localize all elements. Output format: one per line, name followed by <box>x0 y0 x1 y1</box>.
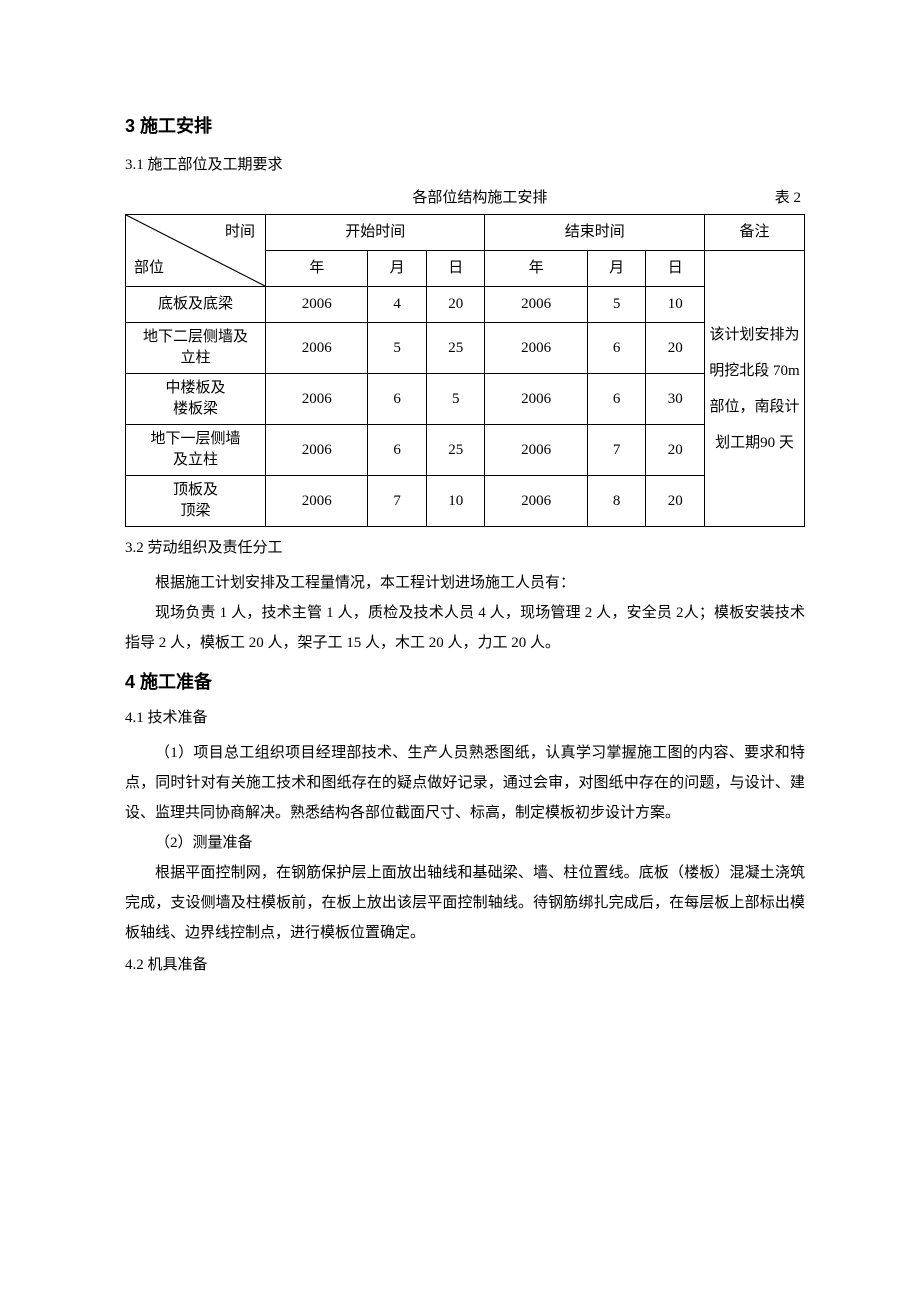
cell: 2006 <box>266 287 368 323</box>
remarks-cell: 该计划安排为明挖北段 70m部位，南段计划工期90 天 <box>705 251 805 527</box>
sub-month: 月 <box>587 251 646 287</box>
subsection-4-1: 4.1 技术准备 <box>125 705 805 732</box>
cell: 2006 <box>485 374 587 425</box>
cell: 20 <box>646 323 705 374</box>
row-name: 地下二层侧墙及立柱 <box>126 323 266 374</box>
cell: 2006 <box>266 476 368 527</box>
cell: 6 <box>587 374 646 425</box>
table-title-row: 各部位结构施工安排 表 2 <box>125 185 805 212</box>
row-name: 中楼板及楼板梁 <box>126 374 266 425</box>
cell: 30 <box>646 374 705 425</box>
sub-month: 月 <box>368 251 427 287</box>
subsection-3-1: 3.1 施工部位及工期要求 <box>125 152 805 179</box>
section-3-heading: 3 施工安排 <box>125 110 805 142</box>
cell: 10 <box>646 287 705 323</box>
table-row: 底板及底梁 2006 4 20 2006 5 10 <box>126 287 805 323</box>
header-start-time: 开始时间 <box>266 215 485 251</box>
para-4-1-a: （1）项目总工组织项目经理部技术、生产人员熟悉图纸，认真学习掌握施工图的内容、要… <box>125 738 805 828</box>
cell: 2006 <box>485 425 587 476</box>
table-row: 顶板及顶梁 2006 7 10 2006 8 20 <box>126 476 805 527</box>
cell: 25 <box>426 425 485 476</box>
para-4-1-b-title: （2）测量准备 <box>125 828 805 858</box>
header-remarks: 备注 <box>705 215 805 251</box>
cell: 25 <box>426 323 485 374</box>
cell: 2006 <box>485 476 587 527</box>
cell: 5 <box>587 287 646 323</box>
cell: 2006 <box>266 323 368 374</box>
table-row: 中楼板及楼板梁 2006 6 5 2006 6 30 <box>126 374 805 425</box>
cell: 2006 <box>266 425 368 476</box>
cell: 20 <box>426 287 485 323</box>
section-4-heading: 4 施工准备 <box>125 666 805 698</box>
cell: 5 <box>368 323 427 374</box>
cell: 7 <box>368 476 427 527</box>
sub-year: 年 <box>266 251 368 287</box>
para-3-2-b: 现场负责 1 人，技术主管 1 人，质检及技术人员 4 人，现场管理 2 人，安… <box>125 598 805 658</box>
table-header-row: 时间 部位 开始时间 结束时间 备注 <box>126 215 805 251</box>
diag-label-part: 部位 <box>134 255 164 282</box>
table-number: 表 2 <box>775 185 805 212</box>
cell: 6 <box>587 323 646 374</box>
cell: 2006 <box>485 287 587 323</box>
diagonal-header-cell: 时间 部位 <box>126 215 266 287</box>
table-row: 地下一层侧墙及立柱 2006 6 25 2006 7 20 <box>126 425 805 476</box>
sub-day: 日 <box>426 251 485 287</box>
cell: 20 <box>646 425 705 476</box>
cell: 6 <box>368 425 427 476</box>
cell: 7 <box>587 425 646 476</box>
row-name: 底板及底梁 <box>126 287 266 323</box>
cell: 4 <box>368 287 427 323</box>
cell: 2006 <box>485 323 587 374</box>
cell: 6 <box>368 374 427 425</box>
cell: 2006 <box>266 374 368 425</box>
cell: 5 <box>426 374 485 425</box>
sub-year: 年 <box>485 251 587 287</box>
cell: 10 <box>426 476 485 527</box>
schedule-table: 时间 部位 开始时间 结束时间 备注 年 月 日 年 月 日 该计划安排为明挖北… <box>125 214 805 527</box>
header-end-time: 结束时间 <box>485 215 705 251</box>
diag-label-time: 时间 <box>225 219 255 246</box>
table-row: 地下二层侧墙及立柱 2006 5 25 2006 6 20 <box>126 323 805 374</box>
para-3-2-a: 根据施工计划安排及工程量情况，本工程计划进场施工人员有： <box>125 568 805 598</box>
cell: 20 <box>646 476 705 527</box>
row-name: 地下一层侧墙及立柱 <box>126 425 266 476</box>
sub-day: 日 <box>646 251 705 287</box>
para-4-1-b: 根据平面控制网，在钢筋保护层上面放出轴线和基础梁、墙、柱位置线。底板（楼板）混凝… <box>125 858 805 948</box>
row-name: 顶板及顶梁 <box>126 476 266 527</box>
cell: 8 <box>587 476 646 527</box>
subsection-3-2: 3.2 劳动组织及责任分工 <box>125 535 805 562</box>
table-title: 各部位结构施工安排 <box>185 185 775 212</box>
subsection-4-2: 4.2 机具准备 <box>125 952 805 979</box>
